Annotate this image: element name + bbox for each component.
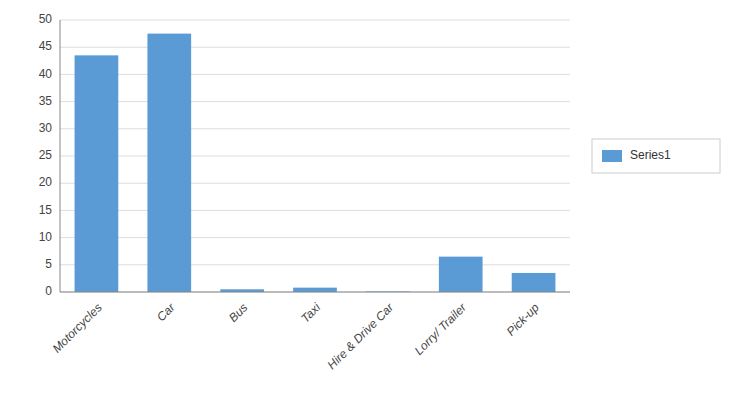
grid-line: [60, 183, 570, 184]
legend-box: [592, 139, 720, 173]
x-tick-label: Lorry/ Trailer: [412, 300, 470, 358]
grid-line: [60, 210, 570, 211]
x-tick-label: Hire & Drive Car: [325, 300, 397, 372]
legend: Series1: [592, 139, 720, 173]
y-tick-label: 20: [39, 175, 53, 189]
y-tick-label: 0: [45, 284, 52, 298]
x-axis-line: [60, 292, 570, 293]
legend-swatch: [602, 150, 622, 162]
y-axis-line: [60, 20, 61, 292]
x-tick-label: Pick-up: [504, 300, 542, 338]
y-tick-label: 5: [45, 257, 52, 271]
x-tick-label: Taxi: [298, 300, 323, 325]
bars: [75, 34, 556, 292]
grid-line: [60, 156, 570, 157]
grid-line: [60, 101, 570, 102]
x-axis: Motorcycles Car Bus TaxiHire & Drive Car Lor…: [50, 300, 543, 372]
grid-line: [60, 20, 570, 21]
grid-line: [60, 128, 570, 129]
y-tick-label: 25: [39, 148, 53, 162]
x-tick-label: Bus: [226, 300, 251, 325]
y-tick-label: 50: [39, 12, 53, 26]
chart: 0 5 10 15 20 25 30 35 40 45 50 Motorcycles Car Bus Tax…: [0, 0, 740, 408]
bar: [512, 273, 556, 292]
y-tick-label: 40: [39, 67, 53, 81]
bar: [293, 288, 337, 292]
bar: [147, 34, 191, 292]
y-tick-label: 15: [39, 203, 53, 217]
grid-line: [60, 47, 570, 48]
y-tick-label: 30: [39, 121, 53, 135]
x-tick-label: Car: [154, 300, 178, 324]
y-tick-label: 45: [39, 39, 53, 53]
x-tick-label: Motorcycles: [50, 300, 105, 355]
grid-line: [60, 74, 570, 75]
y-axis: 0 5 10 15 20 25 30 35 40 45 50: [39, 12, 570, 298]
grid-line: [60, 264, 570, 265]
grid-line: [60, 237, 570, 238]
bar: [439, 257, 483, 292]
grid-line: [60, 292, 570, 293]
y-tick-label: 10: [39, 230, 53, 244]
y-tick-label: 35: [39, 94, 53, 108]
bar: [75, 55, 119, 292]
legend-label: Series1: [630, 148, 671, 162]
